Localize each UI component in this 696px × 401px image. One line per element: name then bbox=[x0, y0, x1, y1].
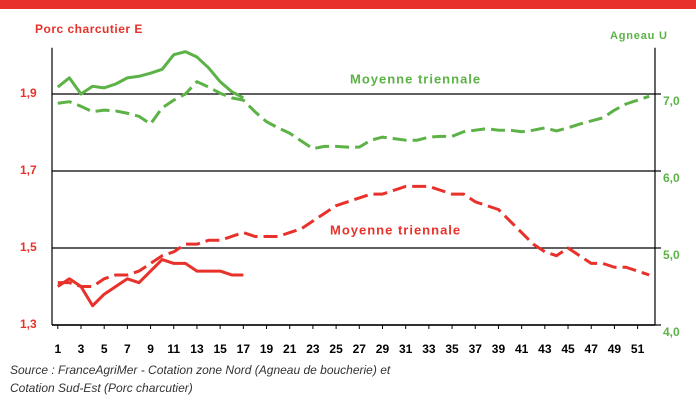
x-tick-label: 49 bbox=[608, 342, 622, 356]
x-tick-label: 27 bbox=[353, 342, 367, 356]
x-tick-label: 9 bbox=[147, 342, 154, 356]
source: Source : FranceAgriMer - Cotation zone N… bbox=[10, 363, 391, 377]
x-tick-label: 23 bbox=[306, 342, 320, 356]
y2-tick-label: 5,0 bbox=[663, 248, 680, 262]
x-tick-label: 43 bbox=[538, 342, 552, 356]
x-tick-label: 17 bbox=[237, 342, 251, 356]
x-tick-label: 45 bbox=[561, 342, 575, 356]
x-tick-label: 29 bbox=[376, 342, 390, 356]
x-tick-label: 3 bbox=[78, 342, 85, 356]
x-tick-label: 33 bbox=[422, 342, 436, 356]
series-line bbox=[57, 80, 650, 151]
series-line bbox=[56, 258, 244, 308]
x-tick-label: 15 bbox=[213, 342, 227, 356]
series-line bbox=[57, 184, 650, 288]
x-tick-label: 19 bbox=[260, 342, 274, 356]
y2-tick-label: 7,0 bbox=[663, 94, 680, 108]
x-tick-label: 47 bbox=[585, 342, 599, 356]
x-tick-label: 41 bbox=[515, 342, 529, 356]
x-tick-label: 1 bbox=[54, 342, 61, 356]
series-line bbox=[56, 50, 245, 100]
annotation: Moyenne triennale bbox=[350, 71, 481, 86]
x-tick-label: 37 bbox=[469, 342, 483, 356]
right-axis-title: Agneau U bbox=[610, 30, 668, 42]
y-tick-label: 1,9 bbox=[20, 86, 37, 100]
x-tick-label: 39 bbox=[492, 342, 506, 356]
y-tick-label: 1,3 bbox=[20, 317, 37, 331]
y-tick-label: 1,7 bbox=[20, 163, 37, 177]
x-tick-label: 11 bbox=[167, 342, 180, 356]
y2-tick-label: 4,0 bbox=[663, 325, 680, 339]
x-tick-label: 35 bbox=[445, 342, 459, 356]
x-tick-label: 25 bbox=[329, 342, 343, 356]
y-tick-label: 1,5 bbox=[20, 240, 37, 254]
y2-tick-label: 6,0 bbox=[663, 171, 680, 185]
source: Cotation Sud-Est (Porc charcutier) bbox=[10, 381, 193, 395]
left-axis-title: Porc charcutier E bbox=[35, 22, 143, 36]
x-tick-label: 7 bbox=[124, 342, 131, 356]
x-tick-label: 31 bbox=[399, 342, 413, 356]
x-tick-label: 5 bbox=[101, 342, 108, 356]
x-tick-label: 21 bbox=[283, 342, 297, 356]
annotation: Moyenne triennale bbox=[330, 222, 461, 237]
x-tick-label: 13 bbox=[190, 342, 204, 356]
top-band bbox=[0, 0, 696, 9]
x-tick-label: 51 bbox=[631, 342, 645, 356]
